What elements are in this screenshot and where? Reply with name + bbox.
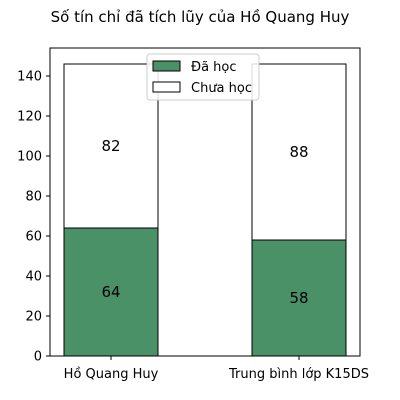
y-tick-label: 100 [17, 150, 42, 165]
y-tick-label: 140 [17, 70, 42, 85]
x-tick-label: Trung bình lớp K15DS [228, 367, 369, 382]
data-label-da-hoc-0: 64 [101, 283, 120, 301]
y-axis: 0 20 40 60 80 100 120 140 [17, 70, 50, 365]
y-tick-label: 120 [17, 110, 42, 125]
data-labels-layer: 64 82 58 88 [101, 137, 308, 307]
data-label-chua-hoc-1: 88 [289, 143, 308, 161]
plot-frame [49, 47, 361, 357]
y-tick-label: 40 [25, 270, 42, 285]
legend-swatch-da-hoc [152, 60, 181, 72]
bar-chua-hoc-1 [251, 63, 347, 241]
bar-chua-hoc-0 [63, 63, 159, 229]
data-label-chua-hoc-0: 82 [101, 137, 120, 155]
y-tick-label: 80 [25, 190, 42, 205]
legend-label-da-hoc: Đã học [191, 60, 237, 75]
y-tick-label: 0 [34, 350, 42, 365]
legend-label-chua-hoc: Chưa học [191, 81, 252, 96]
chart-title: Số tín chỉ đã tích lũy của Hồ Quang Huy [51, 8, 350, 26]
y-tick-label: 20 [25, 310, 42, 325]
x-axis: Hồ Quang Huy Trung bình lớp K15DS [64, 356, 369, 382]
bars-layer [63, 63, 347, 357]
data-label-da-hoc-1: 58 [289, 289, 308, 307]
bar-da-hoc-0 [63, 227, 159, 357]
x-tick-label: Hồ Quang Huy [64, 367, 159, 382]
y-tick-label: 60 [25, 230, 42, 245]
legend: Đã học Chưa học [146, 53, 260, 101]
legend-swatch-chua-hoc [152, 81, 181, 93]
